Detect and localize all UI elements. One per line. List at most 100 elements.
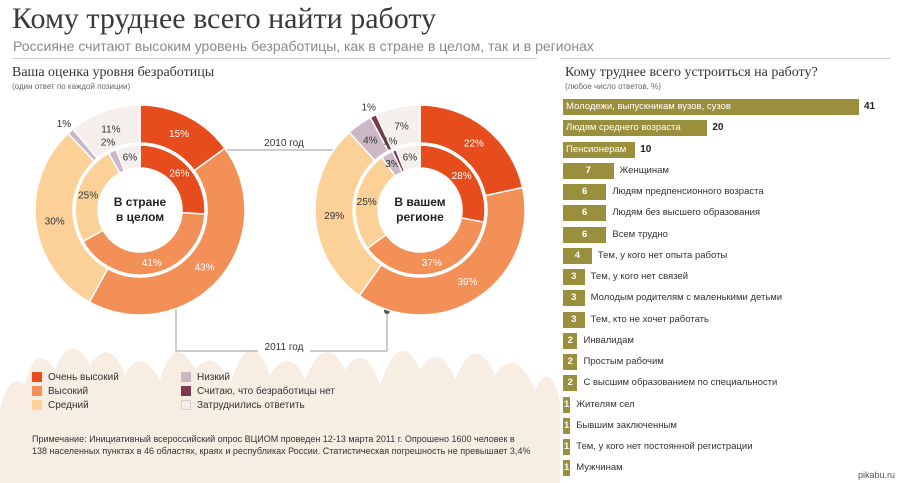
right-section-subtitle: (любое число ответов, %) — [565, 82, 661, 91]
donut-center — [382, 172, 458, 248]
donut-region: 22% 39% 29% 4% 1% 7% 28% 37% 25% 3% 1% 6% В вашем рег… — [314, 103, 526, 316]
bar-label: Тем, у кого нет постоянной регистрации — [576, 441, 753, 452]
bar-value: 1 — [563, 417, 571, 434]
bar-label: Людям предпенсионного возраста — [612, 186, 764, 197]
donut-center-title: В стране в целом — [114, 195, 167, 224]
year-label-2011: 2011 год — [265, 342, 304, 353]
legend-swatch — [181, 400, 191, 410]
bar-label: Простым рабочим — [583, 356, 664, 367]
donut-data-label: 4% — [363, 135, 378, 146]
legend-col-1: Очень высокий Высокий Средний — [32, 370, 119, 412]
bar-label: Тем, у кого нет связей — [590, 271, 689, 282]
bar-label: Людям без высшего образования — [612, 207, 761, 219]
donut-data-label: 7% — [394, 121, 409, 132]
bar-row: 6 Людям предпенсионного возраста — [563, 182, 883, 203]
donut-center — [102, 172, 178, 248]
legend-swatch — [181, 386, 191, 396]
legend-item-undecided: Затруднились ответить — [181, 398, 335, 412]
legend-col-2: Низкий Считаю, что безработицы нет Затру… — [181, 370, 335, 412]
bar-value: 7 — [563, 162, 614, 179]
bar-row: 6 Людям без высшего образования — [563, 203, 883, 224]
legend-label: Низкий — [197, 371, 230, 383]
bar-row: 2 Инвалидам — [563, 331, 883, 352]
donut-slice-outer — [375, 104, 421, 151]
bar-value: 6 — [563, 184, 607, 200]
bar-label: Мужчинам — [576, 462, 623, 474]
donut-data-label: 29% — [324, 211, 344, 222]
bar-label: Женщинам — [619, 164, 669, 176]
bar-value: 3 — [563, 269, 585, 285]
bar-row: 3 Тем, у кого нет связей — [563, 267, 883, 288]
legend-item-high: Высокий — [32, 384, 119, 398]
donut-data-label: 25% — [78, 190, 98, 201]
donut-center-title: В вашем регионе — [394, 195, 445, 224]
bar-value: 10 — [640, 143, 652, 155]
legend-item-low: Низкий — [181, 370, 335, 384]
legend-swatch — [181, 372, 191, 382]
bar-row: 6 Всем трудно — [563, 225, 883, 246]
legend-label: Средний — [48, 399, 89, 411]
donut-data-label: 1% — [57, 119, 72, 130]
donut-country: 15% 43% 30% 1% 11% 26% 41% 25% 2% 6% В стране в цел… — [34, 104, 246, 316]
donut-slice-outer — [34, 132, 109, 304]
donut-data-label: 11% — [101, 125, 120, 136]
bar-label: Людям среднего возраста — [563, 120, 708, 137]
donut-data-label: 28% — [452, 171, 472, 182]
bar-row: 1 Мужчинам — [563, 458, 883, 479]
bar-row: 1 Тем, у кого нет постоянной регистрации — [563, 437, 883, 458]
right-divider — [560, 58, 890, 59]
donut-data-label: 3% — [385, 159, 400, 170]
legend-label: Затруднились ответить — [197, 399, 305, 411]
bar-value: 6 — [563, 205, 607, 222]
legend-label: Очень высокий — [48, 371, 119, 383]
bar-row: 2 Простым рабочим — [563, 352, 883, 373]
bar-value: 1 — [563, 396, 571, 413]
crowd-silhouette — [0, 348, 560, 483]
bar-row: 2 С высшим образованием по специальности — [563, 373, 883, 394]
bar-value: 3 — [563, 311, 585, 328]
bar-label: Молодежи, выпускникам вузов, сузов — [563, 99, 859, 115]
bar-chart: Молодежи, выпускникам вузов, сузов 41 Людя… — [563, 97, 883, 480]
donut-data-label: 41% — [142, 258, 162, 269]
legend-swatch — [32, 400, 42, 410]
legend-item-medium: Средний — [32, 398, 119, 412]
legend-label: Высокий — [48, 385, 89, 397]
donut-slice-inner — [395, 144, 421, 172]
donut-charts: 2010 год 2011 год 15% 43% 30% 1% 11% 26% 41% 25… — [34, 103, 526, 353]
page-title: Кому труднее всего найти работу — [12, 2, 437, 35]
bar-label: Инвалидам — [583, 334, 634, 346]
bar-value: 6 — [563, 226, 607, 243]
left-section-subtitle: (один ответ по каждой позиции) — [12, 82, 131, 91]
bar-label: Молодым родителям с маленькими детьми — [590, 292, 783, 304]
donut-data-label: 43% — [195, 262, 215, 273]
bar-value: 3 — [563, 290, 585, 307]
bar-value: 2 — [563, 332, 578, 349]
legend-swatch — [32, 372, 42, 382]
watermark: pikabu.ru — [857, 470, 895, 480]
donut-slice-inner — [115, 144, 141, 172]
bar-value: 4 — [563, 247, 592, 264]
donut-slice-outer — [88, 147, 246, 316]
bar-value: 2 — [563, 375, 578, 392]
legend-item-no-unemployment: Считаю, что безработицы нет — [181, 384, 335, 398]
donut-data-label: 26% — [169, 169, 189, 180]
left-divider — [12, 58, 537, 59]
donut-data-label: 1% — [362, 103, 377, 114]
donut-data-label: 30% — [45, 216, 65, 227]
bar-row: 3 Тем, кто не хочет работать — [563, 310, 883, 331]
bar-row: Людям среднего возраста 20 — [563, 118, 883, 139]
donut-slice-outer — [358, 186, 526, 316]
footnote: Примечание: Инициативный всероссийский о… — [32, 434, 531, 456]
donut-data-label: 22% — [464, 138, 484, 149]
bar-label: Всем трудно — [612, 228, 668, 240]
bar-value: 41 — [864, 101, 876, 112]
bar-row: Пенсионерам 10 — [563, 140, 883, 161]
donut-data-label: 39% — [457, 277, 477, 288]
year-label-2010: 2010 год — [264, 138, 304, 149]
bar-label: Бывшим заключенным — [576, 419, 677, 431]
bar-row: 1 Бывшим заключенным — [563, 416, 883, 437]
page-subtitle: Россияне считают высоким уровень безрабо… — [13, 38, 594, 54]
donut-data-label: 25% — [357, 197, 377, 208]
bar-row: 7 Женщинам — [563, 161, 883, 182]
bar-value: 2 — [563, 354, 578, 370]
